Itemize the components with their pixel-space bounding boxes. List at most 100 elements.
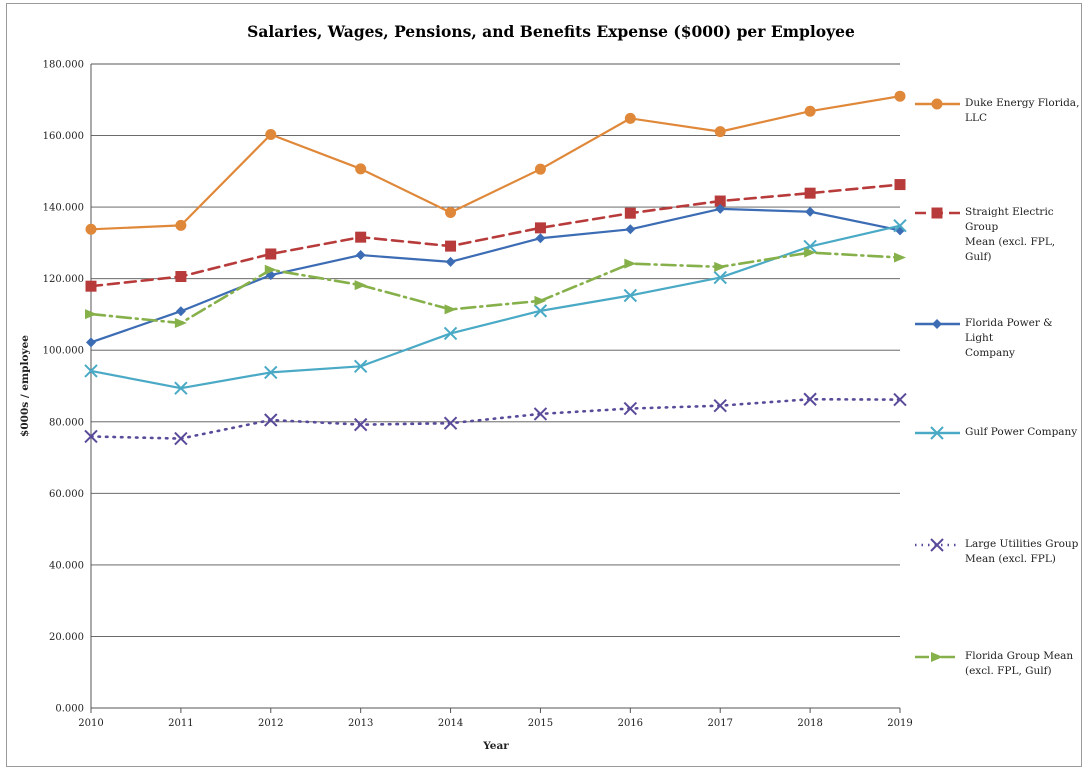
legend-marker [930, 426, 944, 440]
legend-label: Gulf Power Company [965, 426, 1078, 438]
data-point [624, 112, 636, 124]
legend-marker [931, 207, 943, 219]
data-point [355, 250, 366, 261]
data-point [175, 271, 187, 283]
series-group [84, 90, 907, 446]
series-line [89, 95, 902, 231]
series-4 [84, 392, 907, 446]
data-point [715, 203, 726, 214]
series-2 [86, 203, 905, 348]
data-point [894, 252, 906, 263]
data-point [175, 219, 187, 231]
legend-marker [930, 538, 944, 552]
data-point [624, 258, 637, 269]
data-point [893, 392, 907, 407]
y-tick-label: 40.000 [49, 560, 84, 571]
data-point [443, 416, 458, 430]
data-point [624, 207, 636, 219]
series-line [89, 183, 902, 288]
x-tick-label: 2011 [168, 718, 193, 729]
data-point [893, 219, 907, 233]
data-point [803, 392, 817, 406]
y-tick-label: 180.000 [43, 60, 84, 71]
data-point [355, 231, 367, 243]
legend-marker [931, 98, 943, 110]
series-line [89, 251, 902, 325]
y-tick-label: 160.000 [43, 131, 84, 142]
data-point [714, 261, 727, 272]
data-point [714, 126, 726, 138]
data-point [355, 163, 367, 175]
data-point [714, 195, 726, 207]
x-tick-label: 2016 [618, 718, 643, 729]
legend-label: Straight Electric Group Mean (excl. FPL,… [965, 206, 1056, 263]
data-point [84, 364, 98, 378]
chart-title: Salaries, Wages, Pensions, and Benefits … [247, 22, 855, 41]
data-point [443, 326, 458, 341]
series-0 [85, 90, 906, 235]
data-point [445, 240, 457, 252]
x-tick-label: 2018 [797, 718, 822, 729]
legend-marker [931, 652, 943, 662]
series-line [89, 207, 902, 344]
y-axis-label: $000s / employee [19, 335, 31, 437]
data-point [713, 270, 727, 285]
x-tick-label: 2010 [78, 718, 103, 729]
data-point [445, 256, 456, 267]
legend-label: Florida Power & Light Company [965, 317, 1053, 359]
data-point [445, 206, 457, 218]
data-point [804, 187, 816, 199]
data-point [265, 248, 277, 260]
legend-label: Large Utilities Group Mean (excl. FPL) [965, 538, 1079, 565]
data-point [86, 337, 96, 348]
data-point [85, 280, 97, 292]
data-point [353, 417, 368, 432]
x-tick-label: 2014 [438, 718, 463, 729]
legend-label: Duke Energy Florida, LLC [965, 97, 1080, 124]
data-point [804, 247, 817, 258]
data-point [894, 179, 906, 191]
data-point [354, 280, 367, 291]
x-tick-label: 2013 [348, 718, 373, 729]
y-tick-label: 120.000 [43, 274, 84, 285]
data-point [805, 206, 816, 217]
series-line [89, 224, 902, 390]
y-tick-label: 140.000 [43, 203, 84, 214]
grid-lines [90, 63, 900, 709]
data-point [804, 105, 816, 117]
legend-marker [932, 319, 942, 329]
x-tick-label: 2015 [528, 718, 553, 729]
data-point [353, 359, 368, 374]
series-5 [85, 247, 906, 329]
data-point [894, 90, 906, 102]
data-point [174, 431, 188, 446]
data-point [174, 318, 187, 329]
x-tick-label: 2019 [887, 718, 912, 729]
y-tick-label: 60.000 [49, 489, 84, 500]
legend-markers [915, 98, 960, 662]
data-point [625, 224, 636, 235]
data-point [264, 413, 278, 427]
y-tick-label: 20.000 [49, 632, 84, 643]
data-point [174, 381, 188, 395]
y-tick-label: 80.000 [49, 417, 84, 428]
data-point [534, 222, 546, 234]
data-point [535, 233, 546, 244]
legend-label: Florida Group Mean (excl. FPL, Gulf) [965, 650, 1074, 677]
y-axis-ticks: 0.000 20.000 40.000 60.000 80.000 100.000 120.… [43, 60, 84, 715]
series-1 [85, 179, 906, 292]
data-point [534, 295, 547, 306]
x-tick-label: 2017 [707, 718, 732, 729]
data-point [623, 288, 638, 303]
data-point [444, 304, 457, 315]
series-line [89, 397, 902, 440]
series-3 [84, 219, 907, 395]
data-point [534, 163, 546, 175]
data-point [533, 304, 548, 318]
data-point [85, 223, 97, 235]
data-point [175, 306, 186, 317]
x-axis-label: Year [482, 740, 509, 752]
data-point [84, 429, 98, 444]
data-point [264, 264, 277, 275]
